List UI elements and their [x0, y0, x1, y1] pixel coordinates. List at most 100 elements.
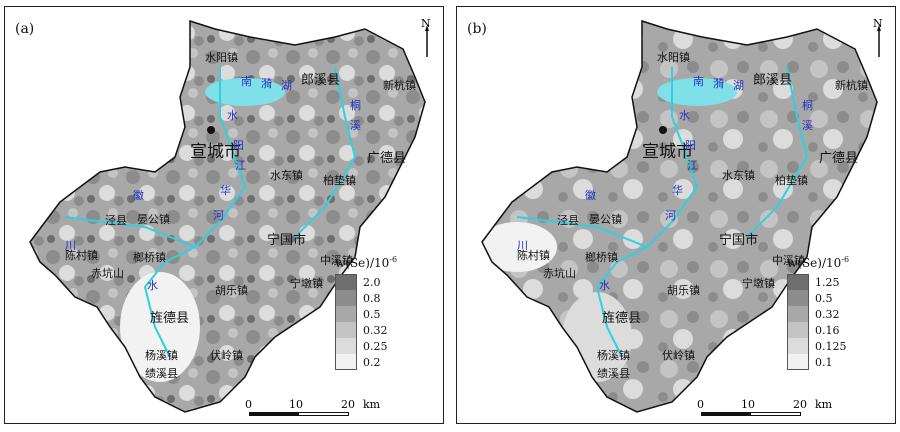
- legend-swatch: [335, 306, 357, 322]
- place-label: 杨溪镇: [597, 349, 630, 362]
- north-arrow: N: [417, 17, 437, 61]
- place-label: 赤坑山: [91, 267, 124, 280]
- legend-label: 0.32: [815, 307, 840, 321]
- river-label: 阳: [233, 139, 244, 152]
- legend-swatch: [787, 306, 809, 322]
- river-label: 河: [665, 209, 676, 222]
- legend-label: 0.25: [363, 339, 388, 353]
- map-b-svg: [481, 19, 878, 413]
- river-label: 湖: [281, 79, 292, 92]
- legend-swatch: [787, 322, 809, 338]
- legend-swatch: [787, 290, 809, 306]
- place-label: 胡乐镇: [667, 284, 700, 297]
- place-label: 柏垫镇: [323, 174, 356, 187]
- river-label: 湖: [733, 79, 744, 92]
- legend: w(Se)/10-6 2.0 0.8 0.5 0.32 0.25 0.2: [335, 255, 435, 370]
- legend-label: 0.8: [363, 291, 381, 305]
- place-label: 水阳镇: [205, 51, 238, 64]
- place-label: 榔桥镇: [133, 251, 166, 264]
- place-label: 新杭镇: [383, 79, 416, 92]
- city-marker: [207, 126, 215, 134]
- river-label: 水: [147, 279, 158, 292]
- legend-item: 0.125: [787, 338, 887, 354]
- legend-item: 0.25: [335, 338, 435, 354]
- legend-label: 0.2: [363, 355, 381, 369]
- place-label: 广德县: [819, 151, 859, 166]
- legend-item: 0.32: [787, 306, 887, 322]
- place-label: 伏岭镇: [210, 349, 243, 362]
- place-label: 宁墩镇: [290, 277, 323, 290]
- place-label: 宁国市: [719, 233, 759, 248]
- scale-bar: 0 10 20 km: [697, 398, 837, 422]
- place-label: 晏公镇: [589, 213, 622, 226]
- place-label: 柏垫镇: [775, 174, 808, 187]
- river-label: 阳: [685, 139, 696, 152]
- legend-swatch: [335, 322, 357, 338]
- legend-label: 2.0: [363, 275, 381, 289]
- legend-swatch: [787, 354, 809, 370]
- legend-label: 0.16: [815, 323, 840, 337]
- legend-item: 1.25: [787, 274, 887, 290]
- place-label: 榔桥镇: [585, 251, 618, 264]
- legend-label: 0.32: [363, 323, 388, 337]
- legend-swatch: [335, 274, 357, 290]
- place-label: 宣城市: [642, 142, 693, 162]
- place-label: 水东镇: [270, 169, 303, 182]
- legend-swatch: [787, 338, 809, 354]
- legend-item: 0.1: [787, 354, 887, 370]
- place-label: 宁墩镇: [742, 277, 775, 290]
- legend-title: w(Se)/10-6: [787, 255, 850, 270]
- river-label: 徽: [585, 189, 596, 202]
- legend-items: 1.25 0.5 0.32 0.16 0.125 0.1: [787, 274, 887, 370]
- legend-item: 0.5: [335, 306, 435, 322]
- place-label: 赤坑山: [543, 267, 576, 280]
- river-label: 川: [65, 239, 76, 252]
- place-label: 泾县: [557, 214, 579, 227]
- river-label: 溪: [802, 119, 813, 132]
- river-label: 华: [220, 184, 231, 197]
- place-label: 水阳镇: [657, 51, 690, 64]
- place-label: 旌德县: [602, 311, 642, 326]
- place-label: 陈村镇: [65, 249, 98, 262]
- panel-tag: (b): [467, 21, 487, 37]
- river-label: 徽: [133, 189, 144, 202]
- scale-bar: 0 10 20 km: [245, 398, 385, 422]
- legend-item: 0.2: [335, 354, 435, 370]
- panel-tag: (a): [15, 21, 35, 37]
- place-label: 郎溪县: [301, 73, 341, 88]
- river-label: 桐: [802, 99, 813, 112]
- legend-item: 0.16: [787, 322, 887, 338]
- place-label: 绩溪县: [597, 367, 630, 380]
- river-label: 南: [241, 75, 252, 88]
- river-label: 漪: [713, 77, 724, 90]
- north-arrow-icon: [877, 25, 881, 57]
- river-label: 河: [213, 209, 224, 222]
- place-label: 中溪镇: [320, 254, 353, 267]
- place-label: 郎溪县: [753, 73, 793, 88]
- legend-swatch: [335, 338, 357, 354]
- legend-swatch: [335, 290, 357, 306]
- river-label: 南: [693, 75, 704, 88]
- river-label: 华: [672, 184, 683, 197]
- legend-label: 0.1: [815, 355, 833, 369]
- legend-item: 2.0: [335, 274, 435, 290]
- river-label: 水: [599, 279, 610, 292]
- river-label: 桐: [350, 99, 361, 112]
- place-label: 旌德县: [150, 311, 190, 326]
- legend-swatch: [335, 354, 357, 370]
- map-a-svg: [29, 19, 426, 413]
- place-label: 绩溪县: [145, 367, 178, 380]
- place-label: 中溪镇: [772, 254, 805, 267]
- legend-label: 0.5: [363, 307, 381, 321]
- legend-item: 0.5: [787, 290, 887, 306]
- legend-item: 0.32: [335, 322, 435, 338]
- place-label: 杨溪镇: [145, 349, 178, 362]
- place-label: 水东镇: [722, 169, 755, 182]
- legend-item: 0.8: [335, 290, 435, 306]
- map-panel-b: (b) N 水阳镇 郎溪县 新杭镇 宣城市 水东镇 广德县 柏垫镇 泾县 晏公镇…: [456, 6, 896, 424]
- place-label: 伏岭镇: [662, 349, 695, 362]
- river-label: 水: [227, 109, 238, 122]
- city-marker: [659, 126, 667, 134]
- river-label: 溪: [350, 119, 361, 132]
